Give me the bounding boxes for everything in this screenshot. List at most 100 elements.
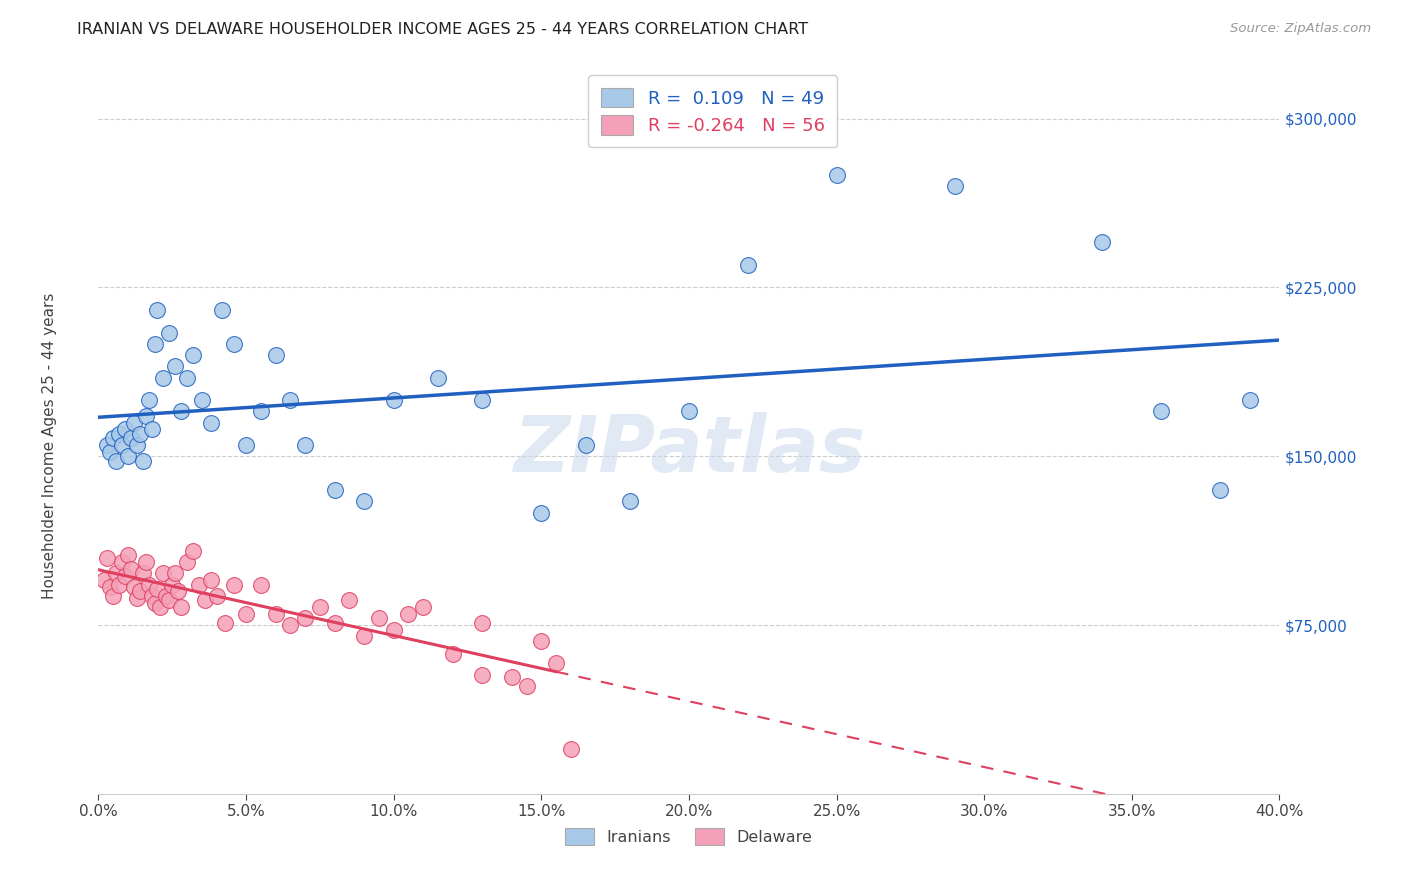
Point (560, 742, 582, 756)
Point (398, 607, 420, 621)
Point (1150, 404, 1173, 418)
Point (93, 573, 115, 587)
Point (170, 600, 193, 615)
Point (187, 577, 209, 591)
Point (280, 618, 302, 632)
Point (135, 409, 157, 423)
Point (250, 404, 273, 418)
Point (165, 566, 187, 581)
Point (516, 679, 538, 693)
Point (382, 392, 405, 407)
Text: IRANIAN VS DELAWARE HOUSEHOLDER INCOME AGES 25 - 44 YEARS CORRELATION CHART: IRANIAN VS DELAWARE HOUSEHOLDER INCOME A… (77, 22, 808, 37)
Point (501, 670, 523, 684)
Point (441, 648, 464, 662)
Point (214, 615, 236, 630)
Text: Source: ZipAtlas.com: Source: ZipAtlas.com (1230, 22, 1371, 36)
Point (96, 438, 118, 452)
Point (309, 600, 332, 615)
Point (323, 483, 346, 497)
Point (105, 454, 128, 468)
Point (471, 392, 494, 407)
Point (382, 623, 405, 637)
Point (339, 593, 361, 607)
Point (138, 392, 160, 407)
Point (1091, 235, 1114, 250)
Point (211, 303, 233, 318)
Point (96, 550, 118, 565)
Point (108, 577, 131, 591)
Point (412, 600, 434, 615)
Point (530, 633, 553, 648)
Point (176, 370, 198, 384)
Point (181, 544, 204, 558)
Point (98, 444, 121, 458)
Point (122, 580, 145, 594)
Point (167, 584, 190, 599)
Text: Householder Income Ages 25 - 44 years: Householder Income Ages 25 - 44 years (42, 293, 56, 599)
Point (108, 426, 131, 441)
Point (105, 566, 128, 581)
Point (224, 577, 246, 591)
Point (143, 596, 166, 610)
Point (471, 667, 494, 681)
Point (128, 584, 150, 599)
Point (103, 431, 125, 445)
Point (146, 582, 169, 596)
Point (162, 577, 183, 591)
Point (264, 607, 287, 621)
Point (943, 179, 966, 194)
Point (530, 506, 553, 520)
Point (128, 426, 150, 441)
Legend: Iranians, Delaware: Iranians, Delaware (558, 822, 820, 852)
Point (125, 591, 148, 605)
Text: ZIPatlas: ZIPatlas (513, 412, 865, 488)
Point (825, 168, 848, 182)
Point (191, 392, 214, 407)
Point (546, 657, 568, 671)
Point (117, 450, 139, 464)
Point (103, 589, 125, 603)
Point (619, 494, 641, 508)
Point (575, 438, 598, 452)
Point (141, 422, 163, 436)
Point (114, 568, 136, 582)
Point (157, 326, 180, 340)
Point (353, 629, 375, 643)
Point (280, 392, 302, 407)
Point (141, 589, 163, 603)
Point (138, 577, 160, 591)
Point (122, 416, 145, 430)
Point (135, 555, 157, 569)
Point (176, 555, 198, 569)
Point (471, 615, 494, 630)
Point (427, 370, 450, 384)
Point (152, 566, 174, 581)
Point (117, 549, 139, 563)
Point (143, 336, 166, 351)
Point (114, 422, 136, 436)
Point (125, 438, 148, 452)
Point (353, 494, 375, 508)
Point (224, 336, 246, 351)
Point (98, 580, 121, 594)
Point (152, 370, 174, 384)
Point (120, 431, 142, 445)
Point (132, 454, 155, 468)
Point (157, 593, 180, 607)
Point (111, 438, 134, 452)
Point (678, 404, 700, 418)
Point (200, 416, 222, 430)
Point (200, 573, 222, 587)
Point (181, 348, 204, 362)
Point (1239, 392, 1261, 407)
Point (155, 589, 177, 603)
Point (205, 589, 228, 603)
Point (323, 615, 346, 630)
Point (235, 438, 257, 452)
Point (146, 303, 169, 318)
Point (194, 593, 217, 607)
Point (165, 359, 187, 374)
Point (132, 566, 155, 581)
Point (737, 258, 759, 272)
Point (294, 438, 316, 452)
